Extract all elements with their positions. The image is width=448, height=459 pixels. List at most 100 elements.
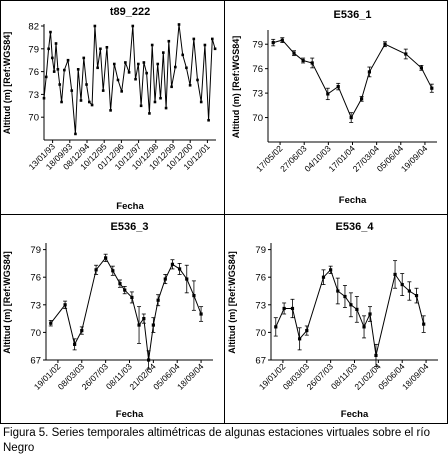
chart-e536-3: E536_3677073767919/01/0208/03/0326/07/03…	[2, 221, 213, 420]
data-point	[49, 30, 52, 34]
y-tick-label: 76	[28, 67, 39, 78]
data-point	[105, 45, 109, 49]
data-point	[430, 86, 434, 90]
data-point	[66, 58, 70, 62]
data-point	[185, 277, 189, 281]
data-point	[336, 289, 340, 293]
data-point	[298, 337, 302, 341]
data-point	[134, 77, 137, 81]
data-point	[374, 353, 378, 357]
y-tick-label: 70	[28, 113, 39, 124]
data-point	[177, 23, 181, 26]
data-point	[203, 43, 207, 47]
data-point	[44, 75, 48, 79]
figure-caption: Figura 5. Series temporales altimétricas…	[3, 427, 430, 454]
data-point	[85, 83, 88, 86]
data-point	[161, 51, 165, 54]
data-point	[54, 42, 58, 45]
data-point	[310, 61, 314, 65]
series-line	[275, 268, 425, 356]
data-point	[274, 325, 278, 329]
data-point	[414, 294, 419, 298]
data-point	[305, 328, 309, 333]
data-point	[343, 294, 347, 299]
data-point	[111, 269, 115, 273]
data-point	[79, 99, 83, 102]
data-point	[336, 84, 340, 89]
data-point	[368, 312, 372, 316]
data-point	[131, 24, 135, 28]
data-point	[362, 325, 366, 329]
data-point	[271, 40, 275, 45]
data-point	[292, 51, 296, 55]
data-point	[116, 78, 120, 82]
data-point	[99, 47, 102, 51]
data-point	[156, 298, 160, 302]
data-point	[170, 262, 175, 266]
data-point	[137, 323, 141, 327]
y-axis-label: Altitud (m) [Ref:WGS84]	[231, 36, 241, 139]
data-point	[192, 37, 196, 41]
x-axis-label: Fecha	[341, 409, 369, 420]
data-point	[47, 47, 50, 51]
data-point	[349, 303, 353, 307]
data-point	[360, 97, 364, 101]
chart-e536-1: E536_17073767917/05/0227/06/0304/10/0317…	[231, 9, 437, 206]
data-point	[142, 61, 146, 64]
data-point	[282, 306, 286, 311]
data-point	[130, 295, 134, 300]
data-point	[80, 328, 84, 333]
y-tick-label: 73	[255, 300, 266, 311]
data-point	[74, 132, 77, 136]
data-point	[407, 289, 411, 293]
data-point	[290, 306, 295, 311]
vertical-divider	[224, 0, 225, 424]
data-point	[42, 96, 46, 100]
chart-t89-222: t89_222707376798213/01/9318/09/9308/12/9…	[2, 6, 217, 212]
data-point	[156, 62, 160, 66]
data-point	[321, 275, 326, 279]
data-point	[82, 56, 86, 60]
data-point	[170, 85, 173, 89]
data-point	[124, 61, 127, 64]
data-point	[181, 53, 185, 57]
data-point	[404, 52, 408, 56]
data-point	[164, 106, 168, 110]
x-axis-label: Fecha	[116, 409, 144, 420]
data-point	[63, 303, 67, 307]
data-point	[58, 83, 62, 86]
data-point	[109, 109, 112, 112]
data-point	[49, 321, 53, 325]
data-point	[52, 70, 56, 73]
data-point	[153, 100, 157, 104]
data-point	[174, 65, 177, 69]
x-axis-label: Fecha	[116, 201, 144, 212]
data-point	[419, 66, 423, 70]
y-axis-label: Altitud (m) [Ref:WGS84]	[2, 251, 12, 354]
data-point	[349, 115, 353, 120]
x-tick-label: 18/09/04	[175, 361, 206, 392]
data-point	[51, 56, 54, 60]
data-point	[146, 358, 151, 362]
chart-e536-4: E536_4677073767919/01/0208/03/0326/07/03…	[227, 221, 438, 420]
y-tick-label: 67	[30, 356, 41, 367]
data-point	[151, 323, 155, 327]
data-point	[120, 90, 123, 93]
data-point	[63, 68, 66, 72]
y-tick-label: 70	[255, 328, 266, 339]
chart-title: E536_3	[111, 221, 149, 233]
chart-title: t89_222	[110, 6, 150, 18]
y-tick-label: 79	[28, 44, 39, 55]
y-tick-label: 73	[28, 90, 39, 101]
data-point	[127, 71, 131, 74]
data-point	[88, 100, 91, 104]
data-point	[101, 89, 105, 92]
chart-title: E536_1	[334, 9, 372, 21]
data-point	[56, 68, 60, 71]
y-axis-label: Altitud (m) [Ref:WGS84]	[2, 32, 12, 135]
chart-title: E536_4	[336, 221, 375, 233]
data-point	[76, 68, 80, 71]
data-point	[326, 92, 330, 96]
data-point	[163, 277, 167, 281]
